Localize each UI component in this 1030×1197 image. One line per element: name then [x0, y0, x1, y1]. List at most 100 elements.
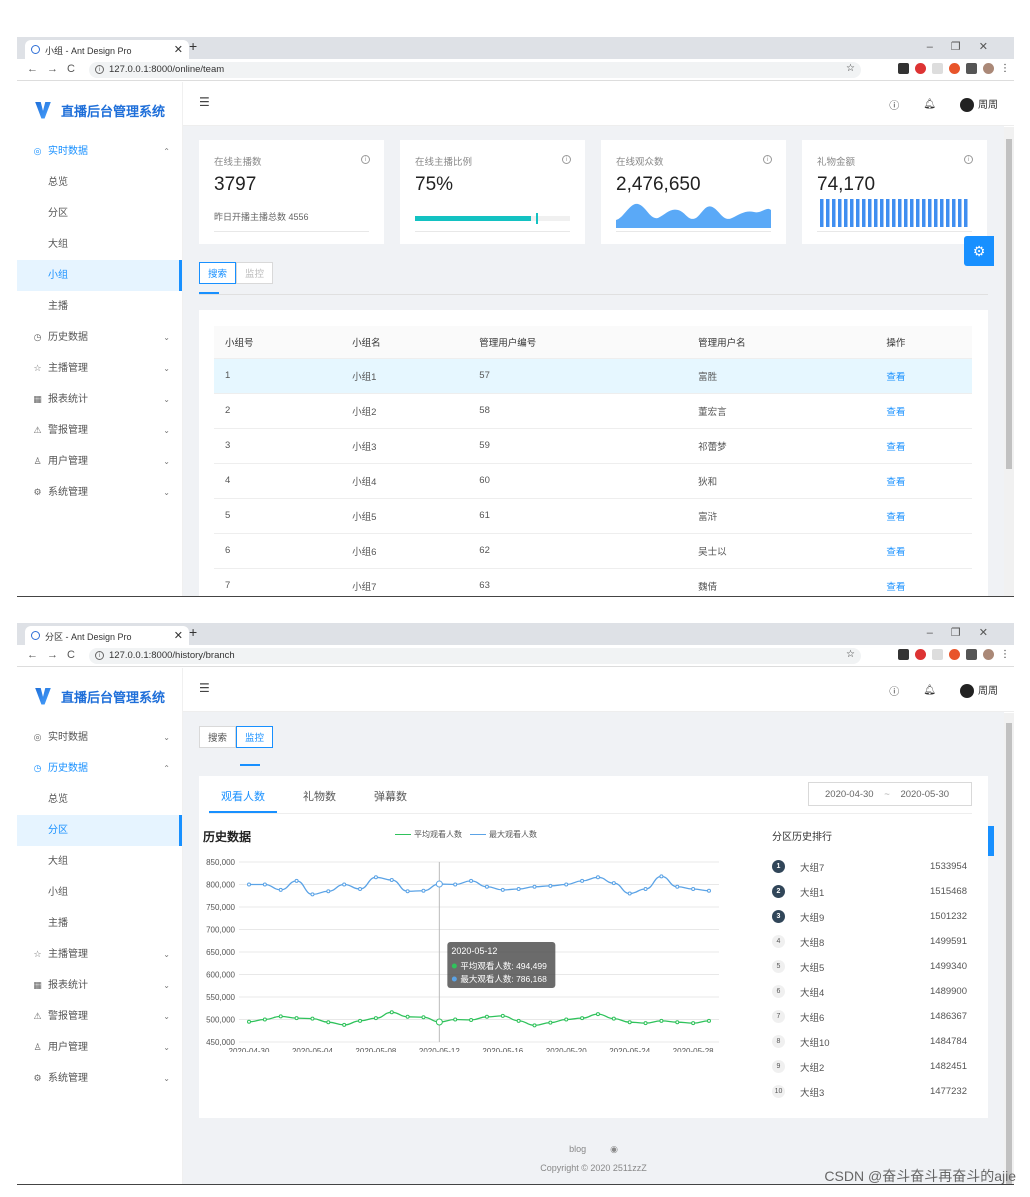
info-icon[interactable]: i [964, 155, 973, 164]
legend-item-avg[interactable]: 平均观看人数 [395, 829, 462, 840]
help-icon[interactable]: ⓘ [889, 686, 900, 698]
blog-link[interactable]: blog [569, 1144, 587, 1154]
bell-icon[interactable]: 🔔︎ [923, 684, 936, 696]
menu-item-group[interactable]: 大组 [48, 239, 68, 250]
monitor-mode-button[interactable]: 监控 [236, 726, 274, 748]
scrollbar[interactable] [1004, 127, 1014, 596]
user-menu[interactable]: 周周 [960, 96, 998, 113]
gear-icon: ⚙ [33, 487, 42, 497]
date-range-picker[interactable]: 2020-04-30 ~ 2020-05-30 [808, 782, 972, 806]
bell-icon[interactable]: 🔔︎ [923, 98, 936, 110]
extension-icon[interactable] [932, 649, 943, 660]
watermark: CSDN @奋斗奋斗再奋斗的ajie [824, 1168, 1016, 1184]
puzzle-icon[interactable] [966, 649, 977, 660]
view-link[interactable]: 查看 [886, 371, 906, 383]
tab-gifts[interactable]: 礼物数 [303, 791, 336, 803]
scrollbar[interactable] [1004, 713, 1014, 1184]
data-point [389, 1010, 394, 1015]
menu-item-branch[interactable]: 分区 [17, 815, 182, 846]
extension-icon[interactable] [915, 63, 926, 74]
menu-item-anchor[interactable]: 主播 [48, 918, 68, 929]
logo[interactable]: 直播后台管理系统 [17, 82, 182, 126]
more-icon[interactable]: ⋮ [1000, 63, 1010, 74]
view-link[interactable]: 查看 [886, 581, 906, 593]
history-line-chart[interactable]: 850,000 800,000 750,000 700,000 650,000 600,0… [203, 852, 723, 1052]
menu-fold-icon[interactable]: ☰ [199, 681, 210, 695]
menu-anchor-mgmt[interactable]: ☆ 主播管理 ⌄ [17, 939, 182, 970]
menu-reports[interactable]: ▦ 报表统计 ⌄ [17, 970, 182, 1001]
menu-history[interactable]: ◷ 历史数据 ⌃ [17, 753, 182, 784]
more-icon[interactable]: ⋮ [1000, 649, 1010, 660]
new-tab-icon[interactable]: + [189, 624, 198, 640]
menu-item-overview[interactable]: 总览 [48, 794, 68, 805]
browser-tab[interactable]: 小组 - Ant Design Pro ✕ [25, 40, 189, 59]
menu-item-branch[interactable]: 分区 [48, 208, 68, 219]
window-controls[interactable]: –❐✕ [926, 41, 1006, 53]
menu-history[interactable]: ◷ 历史数据 ⌄ [17, 322, 182, 353]
data-point [342, 882, 347, 887]
profile-icon[interactable] [983, 649, 994, 660]
puzzle-icon[interactable] [966, 63, 977, 74]
extension-icon[interactable] [915, 649, 926, 660]
menu-realtime[interactable]: ◎ 实时数据 ⌃ [17, 136, 182, 167]
view-link[interactable]: 查看 [886, 511, 906, 523]
close-tab-icon[interactable]: ✕ [173, 630, 183, 642]
extension-icon[interactable] [932, 63, 943, 74]
menu-users[interactable]: ♙ 用户管理 ⌄ [17, 446, 182, 477]
menu-item-anchor[interactable]: 主播 [48, 301, 68, 312]
info-icon[interactable]: i [562, 155, 571, 164]
monitor-mode-button[interactable]: 监控 [236, 262, 274, 284]
view-link[interactable]: 查看 [886, 441, 906, 453]
table-cell: 小组3 [341, 428, 469, 464]
info-icon[interactable]: i [361, 155, 370, 164]
gift-bar [934, 199, 938, 227]
help-icon[interactable]: ⓘ [889, 100, 900, 112]
profile-icon[interactable] [983, 63, 994, 74]
bookmark-star-icon[interactable]: ☆ [846, 649, 855, 660]
browser-tab[interactable]: 分区 - Ant Design Pro ✕ [25, 626, 189, 645]
url-input[interactable]: i 127.0.0.1:8000/history/branch ☆ [89, 648, 861, 664]
menu-item-team[interactable]: 小组 [17, 260, 182, 291]
rank-value: 1484784 [930, 1036, 967, 1047]
tab-danmaku[interactable]: 弹幕数 [374, 791, 407, 803]
extension-icon[interactable] [949, 63, 960, 74]
chevron-down-icon: ⌄ [163, 1074, 170, 1083]
menu-item-team[interactable]: 小组 [48, 887, 68, 898]
nav-buttons[interactable]: ←→C [27, 649, 84, 661]
menu-users[interactable]: ♙ 用户管理 ⌄ [17, 1032, 182, 1063]
menu-alerts[interactable]: ⚠ 警报管理 ⌄ [17, 1001, 182, 1032]
tab-viewers[interactable]: 观看人数 [209, 776, 277, 813]
nav-buttons[interactable]: ←→C [27, 63, 84, 75]
settings-drawer-button[interactable]: ⚙ [964, 236, 994, 266]
menu-system[interactable]: ⚙ 系统管理 ⌄ [17, 1063, 182, 1094]
menu-reports[interactable]: ▦ 报表统计 ⌄ [17, 384, 182, 415]
scrollbar-thumb[interactable] [1006, 723, 1012, 1184]
bookmark-star-icon[interactable]: ☆ [846, 63, 855, 74]
view-link[interactable]: 查看 [886, 546, 906, 558]
menu-system[interactable]: ⚙ 系统管理 ⌄ [17, 477, 182, 508]
search-mode-button[interactable]: 搜索 [199, 262, 237, 284]
extension-icon[interactable] [898, 63, 909, 74]
menu-anchor-mgmt[interactable]: ☆ 主播管理 ⌄ [17, 353, 182, 384]
menu-alerts[interactable]: ⚠ 警报管理 ⌄ [17, 415, 182, 446]
menu-realtime[interactable]: ◎ 实时数据 ⌄ [17, 722, 182, 753]
menu-item-group[interactable]: 大组 [48, 856, 68, 867]
github-icon[interactable]: ◉ [610, 1144, 618, 1154]
close-tab-icon[interactable]: ✕ [173, 44, 183, 56]
legend-item-max[interactable]: 最大观看人数 [470, 829, 537, 840]
new-tab-icon[interactable]: + [189, 38, 198, 54]
logo[interactable]: 直播后台管理系统 [17, 668, 182, 712]
menu-item-overview[interactable]: 总览 [48, 177, 68, 188]
window-controls[interactable]: –❐✕ [926, 627, 1006, 639]
menu-fold-icon[interactable]: ☰ [199, 95, 210, 109]
url-input[interactable]: i 127.0.0.1:8000/online/team ☆ [89, 62, 861, 78]
view-link[interactable]: 查看 [886, 476, 906, 488]
extension-icon[interactable] [949, 649, 960, 660]
extension-icon[interactable] [898, 649, 909, 660]
search-mode-button[interactable]: 搜索 [199, 726, 237, 748]
info-icon[interactable]: i [763, 155, 772, 164]
seg-indicator [199, 292, 219, 294]
user-menu[interactable]: 周周 [960, 682, 998, 699]
scrollbar-thumb[interactable] [1006, 139, 1012, 469]
view-link[interactable]: 查看 [886, 406, 906, 418]
